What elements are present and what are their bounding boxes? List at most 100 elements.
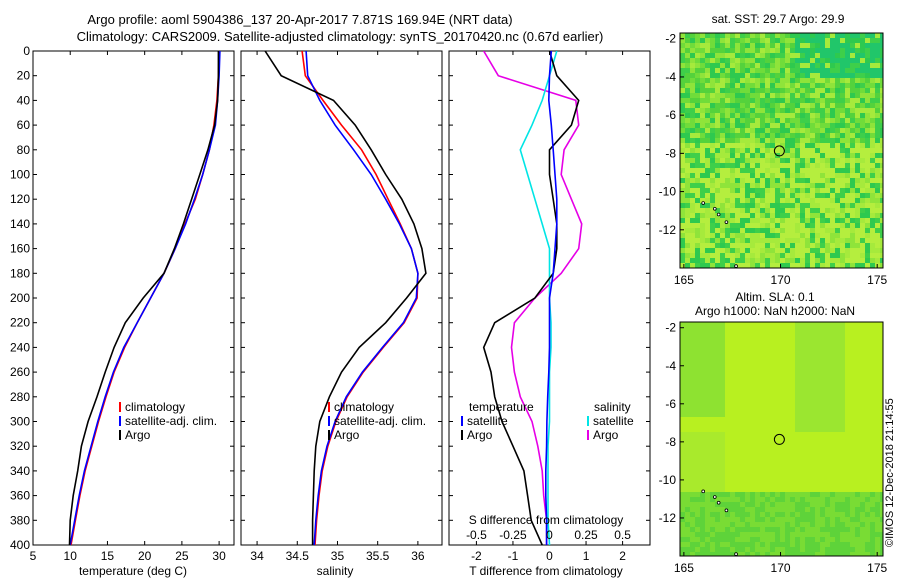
map-cell bbox=[730, 537, 735, 542]
map-cell bbox=[700, 512, 705, 517]
map-cell bbox=[735, 63, 740, 68]
map-cell bbox=[785, 542, 790, 547]
map-cell bbox=[695, 532, 700, 537]
map-cell bbox=[840, 208, 845, 213]
map-cell bbox=[845, 193, 850, 198]
map-cell bbox=[860, 63, 865, 68]
map-cell bbox=[815, 497, 820, 502]
map-cell bbox=[820, 367, 825, 372]
map-cell bbox=[720, 532, 725, 537]
diff-temperature-legend-label: satellite bbox=[467, 414, 508, 428]
map-cell bbox=[760, 213, 765, 218]
map-cell bbox=[870, 128, 875, 133]
map-cell bbox=[695, 442, 700, 447]
map-cell bbox=[840, 178, 845, 183]
map-cell bbox=[705, 148, 710, 153]
map-cell bbox=[805, 38, 810, 43]
map-cell bbox=[725, 203, 730, 208]
map-cell bbox=[705, 263, 710, 268]
map-cell bbox=[875, 183, 880, 188]
map-cell bbox=[830, 143, 835, 148]
map-cell bbox=[710, 48, 715, 53]
map-cell bbox=[770, 243, 775, 248]
map-cell bbox=[705, 248, 710, 253]
depth-tick-label: 360 bbox=[10, 489, 30, 503]
map-cell bbox=[745, 213, 750, 218]
map-cell bbox=[750, 522, 755, 527]
map-cell bbox=[695, 233, 700, 238]
map-cell bbox=[795, 33, 800, 38]
map-cell bbox=[740, 253, 745, 258]
map-cell bbox=[695, 123, 700, 128]
map-cell bbox=[810, 223, 815, 228]
map-cell bbox=[700, 148, 705, 153]
map-cell bbox=[865, 63, 870, 68]
map-cell bbox=[855, 138, 860, 143]
map-cell bbox=[750, 208, 755, 213]
map-cell bbox=[795, 163, 800, 168]
map-cell bbox=[830, 83, 835, 88]
map-cell bbox=[680, 437, 685, 442]
map-cell bbox=[760, 537, 765, 542]
map-cell bbox=[765, 153, 770, 158]
map-cell bbox=[715, 502, 720, 507]
map-cell bbox=[685, 208, 690, 213]
map-cell bbox=[815, 233, 820, 238]
map-cell bbox=[690, 143, 695, 148]
map-cell bbox=[850, 68, 855, 73]
temperature-legend-label: Argo bbox=[125, 428, 151, 442]
map-cell bbox=[800, 113, 805, 118]
map-cell bbox=[720, 168, 725, 173]
depth-tick-label: 40 bbox=[17, 93, 31, 107]
map-cell bbox=[680, 258, 685, 263]
map-cell bbox=[685, 238, 690, 243]
map-cell bbox=[805, 322, 810, 327]
map-cell bbox=[855, 108, 860, 113]
map-cell bbox=[745, 258, 750, 263]
map-cell bbox=[840, 73, 845, 78]
map-cell bbox=[840, 407, 845, 412]
map-cell bbox=[835, 492, 840, 497]
map-cell bbox=[845, 542, 850, 547]
map-cell bbox=[875, 547, 880, 552]
map-cell bbox=[780, 258, 785, 263]
map-cell bbox=[775, 223, 780, 228]
map-cell bbox=[715, 542, 720, 547]
map-cell bbox=[810, 547, 815, 552]
map-cell bbox=[820, 133, 825, 138]
map-cell bbox=[820, 163, 825, 168]
map-cell bbox=[710, 53, 715, 58]
map-cell bbox=[780, 88, 785, 93]
map-cell bbox=[715, 78, 720, 83]
map-cell bbox=[685, 377, 690, 382]
map-cell bbox=[795, 507, 800, 512]
map-cell bbox=[680, 228, 685, 233]
map-cell bbox=[825, 83, 830, 88]
map-cell bbox=[875, 68, 880, 73]
map-cell bbox=[805, 258, 810, 263]
map-cell bbox=[680, 527, 685, 532]
map-cell bbox=[815, 183, 820, 188]
map-cell bbox=[765, 168, 770, 173]
map-cell bbox=[735, 43, 740, 48]
map-cell bbox=[805, 133, 810, 138]
map-cell bbox=[865, 93, 870, 98]
map-cell bbox=[755, 173, 760, 178]
map-cell bbox=[805, 223, 810, 228]
map-cell bbox=[720, 522, 725, 527]
map-cell bbox=[860, 497, 865, 502]
map-cell bbox=[865, 83, 870, 88]
map-cell bbox=[790, 228, 795, 233]
map-cell bbox=[855, 552, 860, 556]
map-cell bbox=[880, 198, 883, 203]
map-cell bbox=[855, 148, 860, 153]
map-cell bbox=[690, 452, 695, 457]
map-cell bbox=[710, 108, 715, 113]
map-cell bbox=[730, 178, 735, 183]
map-cell bbox=[785, 233, 790, 238]
map-cell bbox=[760, 507, 765, 512]
map-cell bbox=[820, 173, 825, 178]
map-cell bbox=[740, 73, 745, 78]
map-cell bbox=[875, 73, 880, 78]
map-x-tick-label: 170 bbox=[771, 273, 791, 287]
